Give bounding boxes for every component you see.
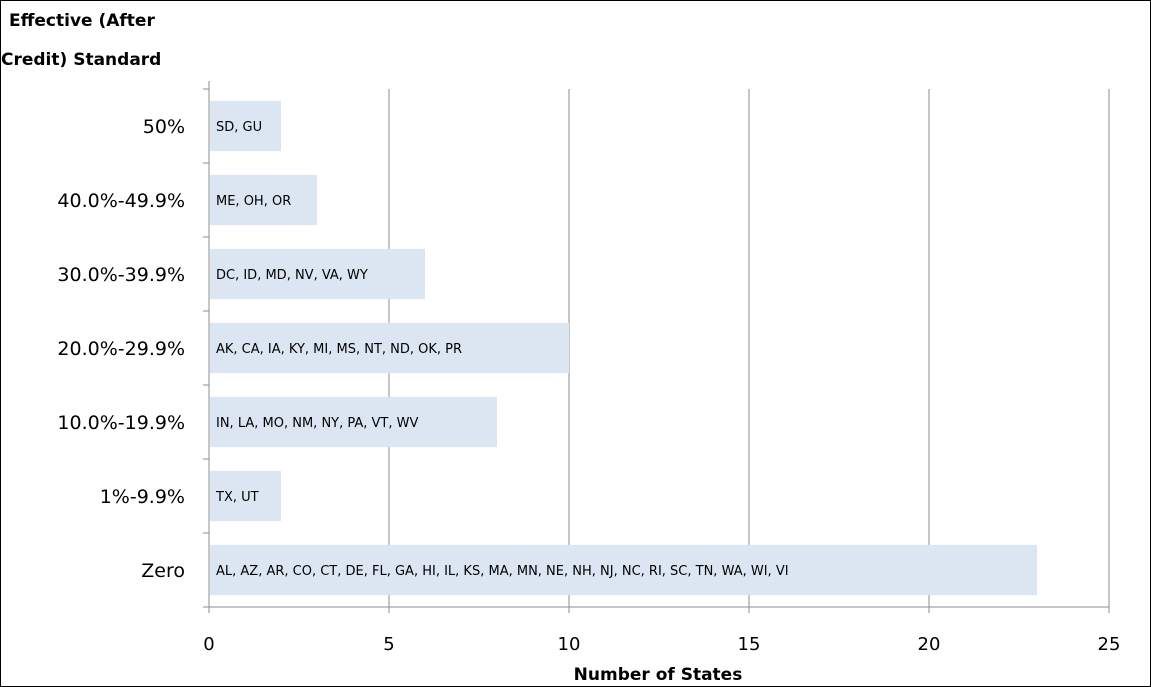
x-tick-label-0: 0: [203, 634, 214, 655]
x-tick-label-5: 25: [1098, 634, 1121, 655]
y-axis-title-line-1: Effective (After: [9, 11, 155, 31]
category-label-2: 30.0%-39.9%: [57, 264, 185, 286]
x-tick-label-1: 5: [383, 634, 394, 655]
bar-data-label-4: IN, LA, MO, NM, NY, PA, VT, WV: [216, 416, 418, 431]
bar-4: [210, 396, 497, 448]
bar-data-label-6: AL, AZ, AR, CO, CT, DE, FL, GA, HI, IL, …: [216, 564, 789, 579]
bar-6: [210, 544, 1037, 596]
bar-5: [210, 470, 281, 522]
x-tick-label-2: 10: [558, 634, 581, 655]
bar-data-label-5: TX, UT: [215, 490, 259, 505]
category-label-4: 10.0%-19.9%: [57, 412, 185, 434]
category-label-1: 40.0%-49.9%: [57, 190, 185, 212]
bar-3: [210, 322, 569, 374]
bar-0: [210, 100, 281, 152]
bar-data-label-0: SD, GU: [216, 120, 262, 135]
category-label-0: 50%: [143, 116, 185, 138]
bar-data-label-1: ME, OH, OR: [216, 194, 291, 209]
y-axis-title-line-2: Credit) Standard: [1, 50, 161, 70]
axes: [203, 81, 1110, 613]
bar-data-label-3: AK, CA, IA, KY, MI, MS, NT, ND, OK, PR: [216, 342, 462, 357]
bar-1: [210, 174, 317, 226]
bar-data-label-2: DC, ID, MD, NV, VA, WY: [216, 268, 368, 283]
x-axis-title: Number of States: [574, 665, 743, 685]
data-labels: SD, GU ME, OH, OR DC, ID, MD, NV, VA, WY AK…: [215, 120, 789, 579]
tick-labels: 50% 40.0%-49.9% 30.0%-39.9% 20.0%-29.9% 10.0…: [57, 116, 1120, 655]
category-label-6: Zero: [141, 560, 185, 582]
x-tick-label-3: 15: [738, 634, 761, 655]
gridlines: [388, 89, 1110, 607]
category-label-3: 20.0%-29.9%: [57, 338, 185, 360]
bars: [210, 100, 1037, 596]
bar-2: [210, 248, 425, 300]
category-label-5: 1%-9.9%: [100, 486, 185, 508]
x-tick-label-4: 20: [918, 634, 941, 655]
